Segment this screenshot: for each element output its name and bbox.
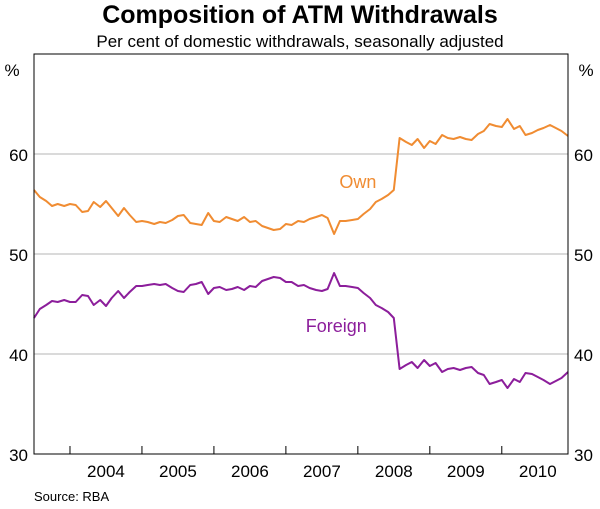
chart-title: Composition of ATM Withdrawals: [102, 1, 498, 29]
series-line-foreign: [33, 272, 569, 389]
chart-subtitle: Per cent of domestic withdrawals, season…: [96, 32, 504, 51]
y-tick-label-right: 50: [574, 246, 593, 265]
x-tick-label: 2008: [375, 462, 413, 481]
chart-source: Source: RBA: [34, 489, 110, 504]
series-lines: [33, 118, 569, 389]
plot-frame: [33, 53, 569, 455]
gridlines: [34, 153, 568, 355]
axis-ticks: [69, 446, 503, 454]
y-tick-label-left: 60: [9, 146, 28, 165]
y-tick-label-left: 50: [9, 246, 28, 265]
x-tick-label: 2007: [303, 462, 341, 481]
x-tick-label: 2006: [231, 462, 269, 481]
x-tick-label: 2004: [87, 462, 125, 481]
y-unit-label-right: %: [578, 61, 593, 80]
x-tick-label: 2010: [519, 462, 557, 481]
y-tick-label-left: 30: [9, 446, 28, 465]
y-tick-label-right: 40: [574, 346, 593, 365]
y-tick-label-right: 60: [574, 146, 593, 165]
x-tick-label: 2005: [159, 462, 197, 481]
y-tick-label-right: 30: [574, 446, 593, 465]
series-line-own: [33, 118, 569, 235]
axis-labels: 30 30 40 40 50 50 60 60% % 2004 2005 2006 2007 2008 20…: [4, 61, 593, 481]
x-tick-label: 2009: [447, 462, 485, 481]
series-label-foreign: Foreign: [306, 316, 367, 336]
series-label-own: Own: [339, 172, 376, 192]
y-tick-label-left: 40: [9, 346, 28, 365]
y-unit-label-left: %: [4, 61, 19, 80]
